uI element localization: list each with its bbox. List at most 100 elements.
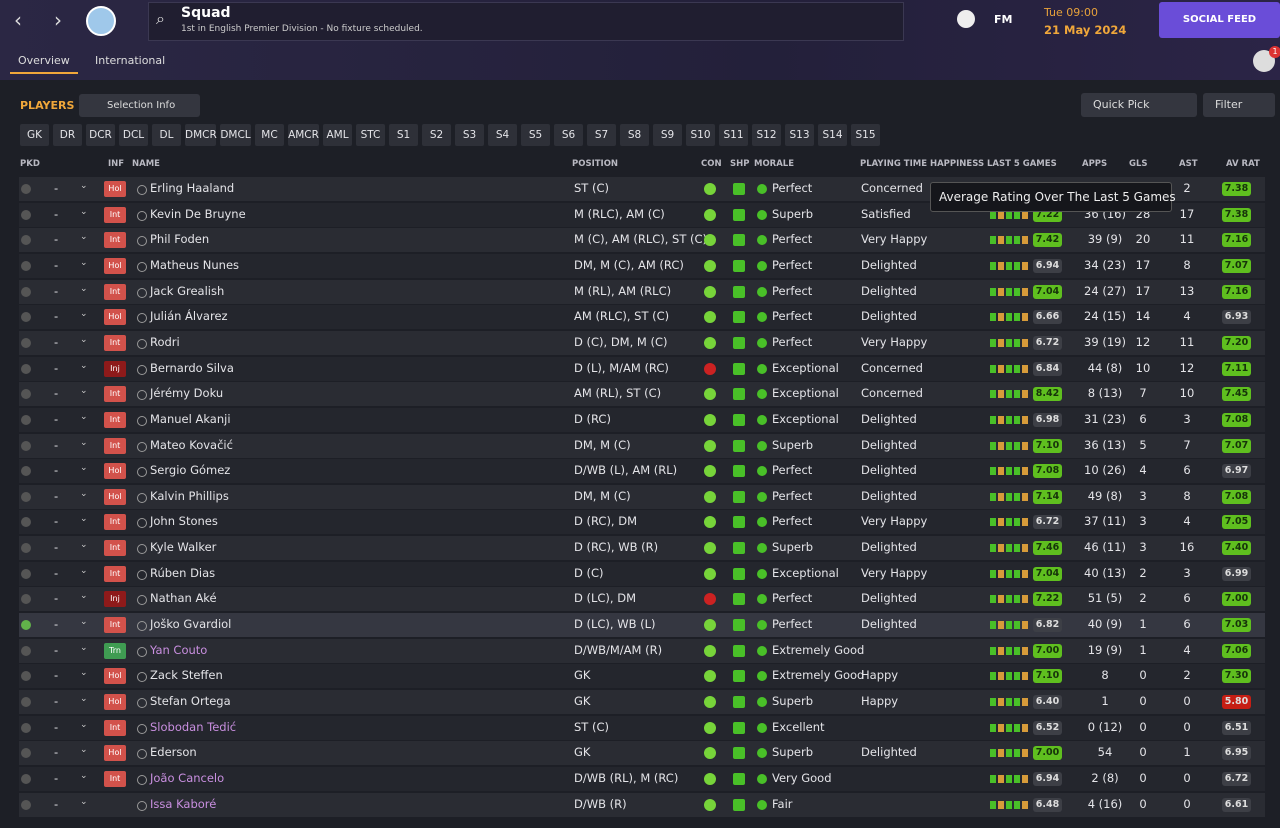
player-name[interactable]: Julián Álvarez: [150, 309, 228, 324]
row-dropdown[interactable]: ⌄: [80, 745, 88, 756]
row-dropdown[interactable]: ⌄: [80, 437, 88, 448]
position-filter[interactable]: S9: [653, 124, 682, 146]
player-name[interactable]: Manuel Akanji: [150, 411, 231, 426]
position-filter[interactable]: AMCR: [288, 124, 319, 146]
row-dropdown[interactable]: ⌄: [80, 488, 88, 499]
pick-checkbox[interactable]: [21, 286, 31, 297]
row-dropdown[interactable]: ⌄: [80, 514, 88, 525]
player-name[interactable]: Zack Steffen: [150, 668, 223, 683]
brand[interactable]: FM: [994, 13, 1013, 26]
position-filter[interactable]: DL: [152, 124, 181, 146]
player-name[interactable]: Erling Haaland: [150, 181, 235, 195]
player-name[interactable]: Rúben Dias: [150, 565, 216, 580]
pick-checkbox[interactable]: [21, 491, 31, 502]
pick-checkbox[interactable]: [21, 209, 31, 220]
player-name[interactable]: John Stones: [150, 514, 218, 529]
player-name[interactable]: Issa Kaboré: [150, 796, 217, 811]
filter-button[interactable]: Filter: [1203, 93, 1275, 117]
position-filter[interactable]: MC: [255, 124, 284, 146]
position-filter[interactable]: AML: [323, 124, 352, 146]
row-dropdown[interactable]: ⌄: [80, 719, 88, 730]
player-name[interactable]: Ederson: [150, 745, 197, 760]
player-name[interactable]: Kalvin Phillips: [150, 488, 229, 503]
search-box[interactable]: [148, 2, 904, 41]
pick-checkbox[interactable]: [21, 235, 31, 246]
position-filter[interactable]: S11: [719, 124, 748, 146]
player-name[interactable]: Kevin De Bruyne: [150, 206, 246, 221]
player-name[interactable]: João Cancelo: [150, 770, 225, 785]
pick-checkbox[interactable]: [21, 517, 31, 528]
player-name[interactable]: Jérémy Doku: [150, 386, 224, 401]
player-name[interactable]: Jack Grealish: [150, 283, 225, 298]
quick-pick-button[interactable]: Quick Pick: [1081, 93, 1197, 117]
position-filter[interactable]: DCL: [119, 124, 148, 146]
player-name[interactable]: Nathan Aké: [150, 591, 217, 606]
pick-checkbox[interactable]: [21, 363, 31, 374]
player-name[interactable]: Kyle Walker: [150, 540, 217, 555]
position-filter[interactable]: GK: [20, 124, 49, 146]
row-dropdown[interactable]: ⌄: [80, 232, 88, 243]
position-filter[interactable]: S13: [785, 124, 814, 146]
forward-button[interactable]: ›: [54, 8, 62, 32]
pick-checkbox[interactable]: [21, 645, 31, 656]
row-dropdown[interactable]: ⌄: [80, 668, 88, 679]
pick-checkbox[interactable]: [21, 671, 31, 682]
position-filter[interactable]: S15: [851, 124, 880, 146]
position-filter[interactable]: S4: [488, 124, 517, 146]
row-dropdown[interactable]: ⌄: [80, 283, 88, 294]
row-dropdown[interactable]: ⌄: [80, 206, 88, 217]
position-filter[interactable]: S12: [752, 124, 781, 146]
pick-checkbox[interactable]: [21, 594, 31, 605]
row-dropdown[interactable]: ⌄: [80, 565, 88, 576]
row-dropdown[interactable]: ⌄: [80, 642, 88, 653]
tab[interactable]: Overview: [18, 54, 70, 67]
tab[interactable]: International: [95, 54, 166, 67]
row-dropdown[interactable]: ⌄: [80, 694, 88, 704]
player-name[interactable]: Matheus Nunes: [150, 257, 240, 272]
pick-checkbox[interactable]: [21, 184, 31, 194]
player-name[interactable]: Rodri: [150, 334, 180, 349]
pick-checkbox[interactable]: [21, 748, 31, 759]
position-filter[interactable]: STC: [356, 124, 385, 146]
social-feed-button[interactable]: SOCIAL FEED: [1159, 2, 1280, 38]
player-name[interactable]: Joško Gvardiol: [150, 617, 232, 632]
selection-info-button[interactable]: Selection Info: [79, 94, 200, 117]
row-dropdown[interactable]: ⌄: [80, 617, 88, 628]
pick-checkbox[interactable]: [21, 337, 31, 348]
row-dropdown[interactable]: ⌄: [80, 770, 88, 781]
player-name[interactable]: Sergio Gómez: [150, 463, 231, 478]
row-dropdown[interactable]: ⌄: [80, 360, 88, 371]
pick-checkbox[interactable]: [21, 620, 31, 631]
player-name[interactable]: Slobodan Tedić: [150, 719, 237, 734]
position-filter[interactable]: S3: [455, 124, 484, 146]
row-dropdown[interactable]: ⌄: [80, 591, 88, 602]
row-dropdown[interactable]: ⌄: [80, 181, 88, 191]
player-name[interactable]: Yan Couto: [150, 642, 208, 657]
help-icon[interactable]: [957, 10, 975, 28]
player-name[interactable]: Phil Foden: [150, 232, 210, 247]
position-filter[interactable]: DMCL: [220, 124, 251, 146]
position-filter[interactable]: S8: [620, 124, 649, 146]
position-filter[interactable]: S5: [521, 124, 550, 146]
row-dropdown[interactable]: ⌄: [80, 386, 88, 397]
position-filter[interactable]: DCR: [86, 124, 115, 146]
position-filter[interactable]: S6: [554, 124, 583, 146]
row-dropdown[interactable]: ⌄: [80, 334, 88, 345]
row-dropdown[interactable]: ⌄: [80, 540, 88, 551]
pick-checkbox[interactable]: [21, 773, 31, 784]
pick-checkbox[interactable]: [21, 466, 31, 477]
position-filter[interactable]: DMCR: [185, 124, 217, 146]
row-dropdown[interactable]: ⌄: [80, 796, 88, 807]
position-filter[interactable]: S1: [389, 124, 418, 146]
player-name[interactable]: Stefan Ortega: [150, 694, 231, 708]
pick-checkbox[interactable]: [21, 414, 31, 425]
club-badge[interactable]: [86, 6, 116, 36]
pick-checkbox[interactable]: [21, 260, 31, 271]
position-filter[interactable]: S7: [587, 124, 616, 146]
row-dropdown[interactable]: ⌄: [80, 309, 88, 320]
back-button[interactable]: ‹: [14, 8, 22, 32]
row-dropdown[interactable]: ⌄: [80, 463, 88, 474]
pick-checkbox[interactable]: [21, 440, 31, 451]
pick-checkbox[interactable]: [21, 543, 31, 554]
position-filter[interactable]: DR: [53, 124, 82, 146]
